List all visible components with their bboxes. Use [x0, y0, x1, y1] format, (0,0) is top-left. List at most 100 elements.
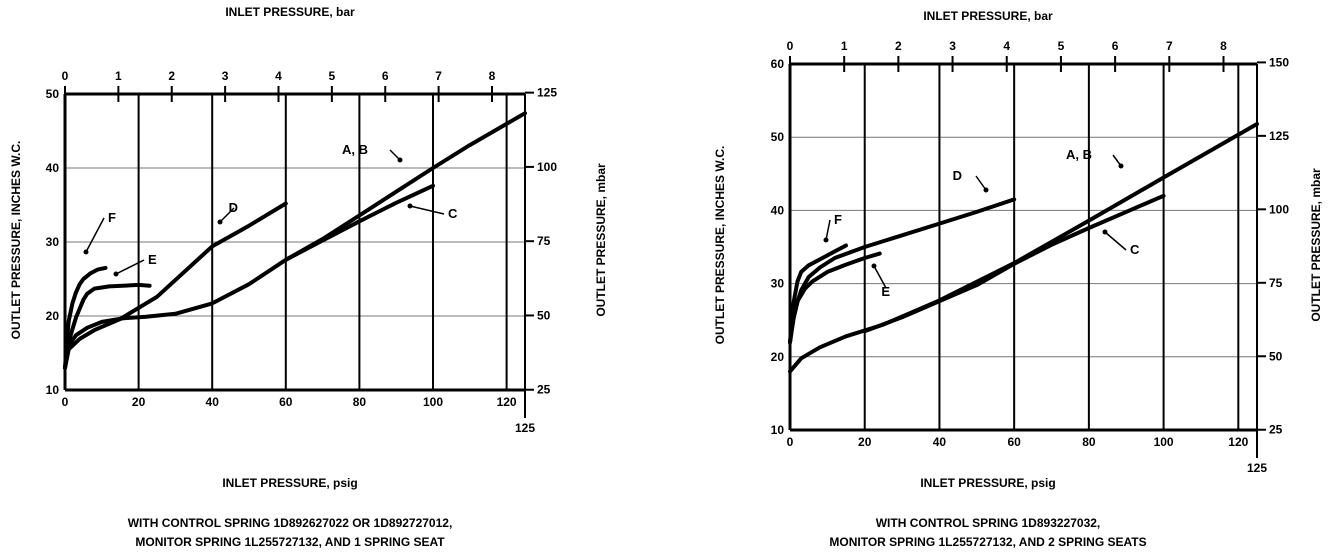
series-label: D: [229, 200, 238, 215]
series-label: E: [881, 284, 890, 299]
x-tick-label: 80: [1082, 435, 1096, 449]
chart-right-svg: INLET PRESSURE, bar INLET PRESSURE, psig…: [713, 9, 1323, 549]
series-label: C: [1130, 242, 1140, 257]
top-axis-title: INLET PRESSURE, bar: [225, 5, 355, 19]
y-tick-label: 60: [771, 57, 785, 71]
y-axis-title: OUTLET PRESSURE, INCHES W.C.: [9, 141, 23, 340]
series-label-arrowhead: [871, 263, 877, 269]
y-tick-label: 20: [46, 309, 60, 323]
y-tick-label: 30: [771, 277, 785, 291]
y-tick-label: 40: [46, 161, 60, 175]
series-label: A, B: [342, 142, 368, 157]
top-tick-label: 1: [841, 39, 848, 53]
series-label-leader: [409, 205, 445, 215]
x-end-tick-label: 125: [515, 421, 535, 435]
top-tick-label: 6: [1112, 39, 1119, 53]
x-tick-label: 60: [279, 395, 293, 409]
top-tick-label: 2: [168, 69, 175, 83]
right-tick-label: 50: [537, 308, 551, 322]
x-tick-label: 120: [1228, 435, 1248, 449]
x-end-tick-label: 125: [1247, 461, 1267, 475]
right-tick-label: 25: [1269, 423, 1283, 437]
x-tick-label: 0: [787, 435, 794, 449]
chart-right: INLET PRESSURE, bar INLET PRESSURE, psig…: [668, 0, 1335, 557]
x-axis-title: INLET PRESSURE, psig: [222, 476, 357, 490]
series-label-arrowhead: [217, 219, 223, 225]
series-line-d: [63, 201, 288, 370]
right-tick-label: 75: [1269, 276, 1283, 290]
series-label-leader: [825, 219, 831, 241]
series-label: C: [448, 206, 458, 221]
top-tick-label: 8: [1220, 39, 1227, 53]
x-tick-label: 40: [933, 435, 947, 449]
x-tick-label: 20: [132, 395, 146, 409]
top-tick-label: 8: [489, 69, 496, 83]
series-label-leader: [873, 265, 887, 289]
series-line-c: [283, 183, 435, 262]
series-label: E: [148, 252, 157, 267]
y-tick-label: 50: [771, 130, 785, 144]
x-tick-label: 40: [206, 395, 220, 409]
y-tick-label: 20: [771, 350, 785, 364]
caption-line-1: WITH CONTROL SPRING 1D893227032,: [876, 516, 1101, 530]
right-tick-label: 150: [1269, 55, 1289, 69]
top-tick-label: 7: [1166, 39, 1173, 53]
right-tick-label: 25: [537, 383, 551, 397]
top-tick-label: 3: [222, 69, 229, 83]
chart-left: INLET PRESSURE, bar INLET PRESSURE, psig…: [0, 0, 660, 557]
right-tick-label: 100: [537, 160, 557, 174]
caption-line-2: MONITOR SPRING 1L255727132, AND 1 SPRING…: [135, 535, 445, 549]
x-tick-label: 100: [423, 395, 443, 409]
series-label-leader: [1104, 231, 1127, 251]
series-label-leader: [115, 259, 145, 275]
y-axis-title: OUTLET PRESSURE, INCHES W.C.: [713, 146, 727, 345]
series-label: F: [108, 210, 116, 225]
x-tick-label: 120: [497, 395, 517, 409]
series-label: A, B: [1066, 147, 1092, 162]
series-label-arrowhead: [823, 237, 829, 243]
series-label-arrowhead: [1118, 163, 1124, 169]
top-axis-title: INLET PRESSURE, bar: [923, 9, 1053, 23]
right-axis-title: OUTLET PRESSURE, mbar: [594, 163, 608, 317]
series-line-d: [788, 197, 1017, 345]
x-tick-label: 80: [353, 395, 367, 409]
series-line-e: [63, 282, 152, 370]
top-tick-label: 0: [62, 69, 69, 83]
series-label-leader: [975, 175, 987, 191]
y-tick-label: 10: [771, 423, 785, 437]
series-label-arrowhead: [83, 249, 89, 255]
x-axis-title: INLET PRESSURE, psig: [920, 476, 1055, 490]
top-tick-label: 0: [787, 39, 794, 53]
caption-line-2: MONITOR SPRING 1L255727132, AND 2 SPRING…: [829, 535, 1146, 549]
y-tick-label: 10: [46, 383, 60, 397]
series-label: F: [834, 212, 842, 227]
top-tick-label: 1: [115, 69, 122, 83]
x-tick-label: 20: [858, 435, 872, 449]
x-tick-label: 0: [62, 395, 69, 409]
right-tick-label: 100: [1269, 202, 1289, 216]
top-tick-label: 4: [275, 69, 282, 83]
series-line-f: [788, 243, 848, 345]
series-label-leader: [85, 217, 105, 253]
right-tick-label: 75: [537, 234, 551, 248]
x-tick-label: 100: [1154, 435, 1174, 449]
top-tick-label: 2: [895, 39, 902, 53]
series-label-arrowhead: [113, 271, 119, 277]
series-label-leader: [219, 207, 235, 223]
series-label: D: [953, 168, 962, 183]
right-tick-label: 125: [537, 86, 557, 100]
caption-line-1: WITH CONTROL SPRING 1D892627022 OR 1D892…: [128, 516, 453, 530]
top-tick-label: 7: [435, 69, 442, 83]
right-tick-label: 125: [1269, 129, 1289, 143]
top-tick-label: 3: [949, 39, 956, 53]
series-label-arrowhead: [1102, 229, 1108, 235]
right-axis-title: OUTLET PRESSURE, mbar: [1309, 168, 1323, 322]
series-line-c: [862, 193, 1166, 334]
top-tick-label: 4: [1003, 39, 1010, 53]
series-label-arrowhead: [407, 203, 413, 209]
top-tick-label: 5: [329, 69, 336, 83]
y-tick-label: 50: [46, 87, 60, 101]
top-tick-label: 5: [1058, 39, 1065, 53]
